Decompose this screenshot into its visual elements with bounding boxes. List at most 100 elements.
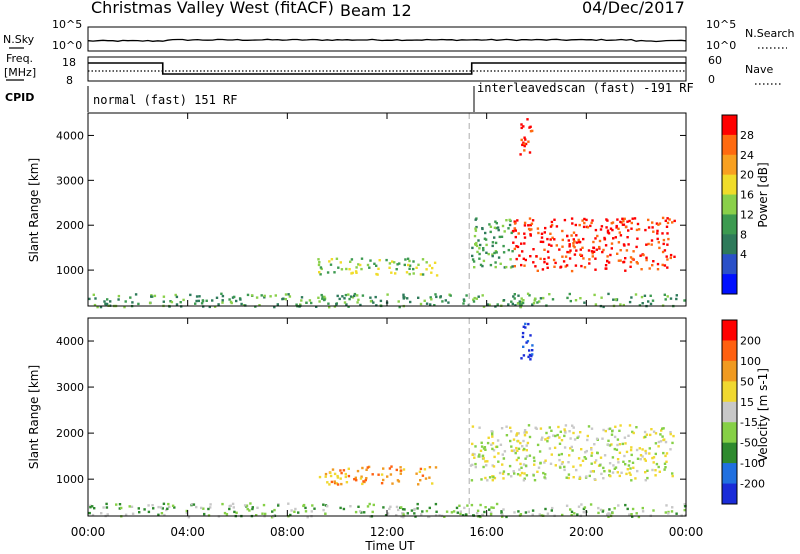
echo-cell — [586, 438, 589, 442]
echo-cell — [318, 300, 321, 303]
echo-cell — [353, 292, 357, 296]
echo-cell — [603, 238, 607, 241]
echo-cell — [598, 245, 601, 249]
echo-cell — [388, 507, 391, 511]
echo-cell — [636, 457, 640, 460]
echo-cell — [571, 424, 574, 427]
echo-cell — [607, 439, 610, 442]
echo-cell — [577, 505, 581, 508]
echo-cell — [516, 449, 519, 452]
echo-cell — [137, 507, 140, 510]
echo-cell — [596, 451, 599, 454]
echo-cell — [611, 430, 614, 433]
echo-cell — [566, 250, 569, 254]
echo-cell — [338, 297, 341, 301]
colorbar-tick-label: 20 — [740, 169, 754, 182]
echo-cell — [100, 512, 103, 515]
echo-cell — [649, 302, 653, 306]
echo-cell — [369, 259, 372, 262]
echo-cell — [508, 218, 511, 222]
echo-cell — [671, 441, 674, 445]
echo-cell — [386, 475, 389, 478]
echo-cell — [634, 477, 637, 480]
echo-cell — [385, 258, 388, 262]
echo-cell — [594, 459, 598, 462]
echo-cell — [510, 231, 513, 235]
echo-cell — [138, 511, 141, 514]
echo-cell — [573, 246, 576, 249]
echo-cell — [366, 466, 369, 469]
echo-cell — [398, 262, 401, 265]
echo-cell — [147, 504, 150, 507]
echo-cell — [328, 306, 331, 309]
echo-cell — [527, 140, 530, 143]
echo-cell — [515, 245, 518, 248]
echo-cell — [520, 123, 523, 126]
velocity-heatmap — [88, 318, 687, 519]
x-tick-label: 20:00 — [569, 525, 604, 539]
echo-cell — [582, 507, 586, 511]
echo-cell — [365, 468, 368, 471]
echo-cell — [228, 298, 231, 301]
echo-cell — [502, 299, 506, 302]
echo-cell — [124, 513, 128, 516]
echo-cell — [536, 227, 540, 230]
echo-cell — [469, 464, 472, 467]
echo-cell — [627, 229, 630, 232]
echo-cell — [416, 502, 419, 506]
echo-cell — [579, 297, 582, 300]
echo-cell — [569, 447, 572, 450]
echo-cell — [459, 510, 462, 513]
echo-cell — [478, 453, 481, 456]
echo-cell — [671, 506, 674, 509]
echo-cell — [576, 513, 579, 516]
echo-cell — [153, 294, 157, 298]
echo-cell — [339, 261, 342, 264]
echo-cell — [628, 424, 632, 427]
echo-cell — [93, 303, 97, 307]
echo-cell — [134, 293, 138, 296]
echo-cell — [258, 304, 261, 307]
echo-cell — [533, 459, 536, 463]
echo-cell — [520, 471, 524, 475]
echo-cell — [491, 447, 494, 451]
echo-cell — [550, 453, 553, 456]
echo-cell — [473, 266, 476, 269]
echo-cell — [514, 451, 517, 455]
echo-cell — [648, 452, 651, 455]
colorbar-tick-label: 4 — [740, 248, 747, 261]
echo-cell — [474, 465, 477, 469]
echo-cell — [667, 237, 670, 241]
echo-cell — [409, 300, 412, 304]
echo-cell — [665, 504, 668, 507]
echo-cell — [563, 218, 567, 222]
echo-cell — [606, 229, 610, 232]
echo-cell — [335, 257, 339, 260]
echo-cell — [474, 218, 477, 221]
echo-cell — [558, 442, 562, 445]
echo-cell — [513, 472, 516, 475]
echo-cell — [487, 252, 490, 256]
count-tick-bottom-right: 10^0 — [706, 39, 736, 52]
echo-cell — [399, 466, 402, 469]
echo-cell — [583, 301, 586, 304]
echo-cell — [336, 294, 339, 298]
echo-cell — [635, 448, 639, 452]
echo-cell — [571, 222, 574, 225]
echo-cell — [505, 434, 509, 437]
echo-cell — [544, 473, 547, 476]
echo-cell — [622, 223, 626, 226]
echo-cell — [629, 265, 632, 268]
colorbar-swatch — [722, 134, 737, 156]
echo-cell — [503, 266, 506, 269]
echo-cell — [530, 222, 534, 225]
echo-cell — [641, 506, 644, 510]
echo-cell — [606, 231, 610, 234]
echo-cell — [615, 224, 618, 228]
echo-cell — [256, 506, 259, 509]
colorbar-swatch — [722, 401, 737, 423]
echo-cell — [580, 448, 583, 451]
echo-cell — [610, 247, 613, 250]
velocity-frame — [87, 317, 687, 517]
echo-cell — [544, 459, 547, 462]
